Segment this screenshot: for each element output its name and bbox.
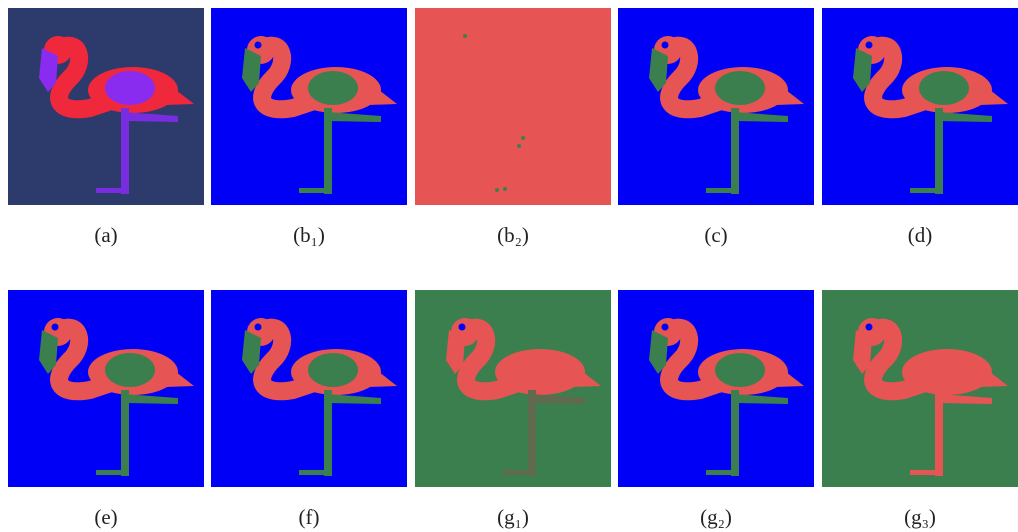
panel-image — [415, 8, 611, 205]
panel-image — [415, 290, 611, 487]
panel-image — [211, 290, 407, 487]
panel-image — [618, 8, 814, 205]
segmentation-background — [415, 8, 611, 205]
segment-speck — [521, 136, 525, 140]
panel-caption: (b₁) — [293, 223, 325, 247]
panel-image — [8, 290, 204, 487]
segment-speck — [463, 34, 467, 38]
flamingo-segmentation — [415, 290, 611, 487]
panel-caption: (a) — [94, 223, 117, 247]
flamingo-segmentation — [8, 290, 204, 487]
flamingo-segmentation — [618, 8, 814, 205]
panel-caption: (b₂) — [497, 223, 529, 247]
flamingo-segmentation — [8, 8, 204, 205]
flamingo-segmentation — [211, 290, 407, 487]
flamingo-segmentation — [211, 8, 407, 205]
flamingo-segmentation — [822, 8, 1018, 205]
segment-speck — [517, 144, 521, 148]
panel-image — [618, 290, 814, 487]
flamingo-segmentation — [822, 290, 1018, 487]
panel-caption: (g₃) — [904, 505, 936, 529]
panel-caption: (g₂) — [700, 505, 732, 529]
panel-image — [211, 8, 407, 205]
panel-image — [822, 290, 1018, 487]
segment-speck — [503, 187, 507, 191]
panel-caption: (d) — [908, 223, 933, 247]
panel-caption: (f) — [299, 505, 320, 529]
panel-caption: (e) — [94, 505, 117, 529]
segment-speck — [495, 188, 499, 192]
panel-image — [8, 8, 204, 205]
flamingo-segmentation — [618, 290, 814, 487]
panel-caption: (g₁) — [497, 505, 529, 529]
panel-caption: (c) — [704, 223, 727, 247]
panel-image — [822, 8, 1018, 205]
